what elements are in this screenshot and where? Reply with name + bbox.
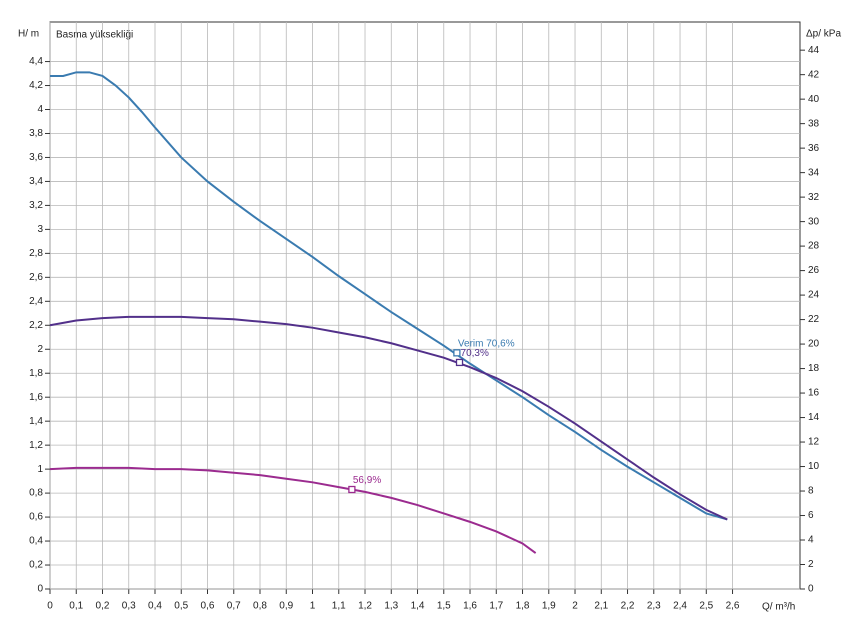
y2-tick-label: 12 <box>808 437 820 448</box>
duty-point <box>348 485 356 494</box>
y-tick-label: 1,6 <box>29 392 43 403</box>
x-tick-label: 2 <box>572 601 578 612</box>
x-tick-label: 1,8 <box>516 601 530 612</box>
x-tick-label: 0,9 <box>279 601 293 612</box>
x-tick-label: 2,6 <box>726 601 740 612</box>
y-tick-label: 4,2 <box>29 80 43 91</box>
y2-tick-label: 32 <box>808 192 820 203</box>
x-tick-label: 2,4 <box>673 601 687 612</box>
y2-tick-label: 34 <box>808 167 820 178</box>
x-tick-label: 1,6 <box>463 601 477 612</box>
y-tick-label: 4,4 <box>29 56 43 67</box>
y2-tick-label: 38 <box>808 118 820 129</box>
y-tick-label: 1,8 <box>29 368 43 379</box>
y-tick-label: 2,2 <box>29 320 43 331</box>
y-tick-label: 1 <box>37 464 43 475</box>
y2-tick-label: 44 <box>808 45 820 56</box>
y2-tick-label: 8 <box>808 486 814 497</box>
y2-tick-label: 24 <box>808 290 820 301</box>
y2-tick-label: 6 <box>808 510 814 521</box>
curve <box>50 71 728 521</box>
y2-tick-label: 10 <box>808 461 820 472</box>
y2-tick-label: 30 <box>808 216 820 227</box>
y2-tick-label: 42 <box>808 69 820 80</box>
y2-tick-label: 36 <box>808 143 820 154</box>
y2-tick-label: 18 <box>808 363 820 374</box>
x-tick-label: 1,4 <box>411 601 425 612</box>
x-tick-label: 1,3 <box>384 601 398 612</box>
y2-tick-label: 14 <box>808 412 820 423</box>
x-tick-label: 1 <box>310 601 316 612</box>
y2-tick-label: 22 <box>808 314 820 325</box>
y-tick-label: 2,6 <box>29 272 43 283</box>
x-tick-label: 0,2 <box>96 601 110 612</box>
y-tick-label: 4 <box>37 104 43 115</box>
y-tick-label: 2 <box>37 344 43 355</box>
duty-point <box>453 349 461 357</box>
y-tick-label: 2,8 <box>29 248 43 259</box>
y2-tick-label: 16 <box>808 388 820 399</box>
x-tick-label: 0,6 <box>201 601 215 612</box>
x-tick-label: 2,1 <box>594 601 608 612</box>
plot-label: Basma yüksekliği <box>56 30 133 41</box>
y-tick-label: 1,4 <box>29 416 43 427</box>
y-tick-label: 0,6 <box>29 512 43 523</box>
x-tick-label: 1,5 <box>437 601 451 612</box>
y2-tick-label: 40 <box>808 94 820 105</box>
y2-tick-label: 2 <box>808 559 814 570</box>
x-tick-label: 0,8 <box>253 601 267 612</box>
duty-point <box>455 358 464 367</box>
y-axis-label: H/ m <box>18 29 39 40</box>
curve <box>49 315 728 521</box>
point-label: 56,9% <box>353 475 381 486</box>
y-tick-label: 3,8 <box>29 128 43 139</box>
point-label: Verim 70,6% <box>458 338 515 349</box>
y-tick-label: 3,4 <box>29 176 43 187</box>
y-tick-label: 3,2 <box>29 200 43 211</box>
y2-axis-label: Δp/ kPa <box>806 29 841 40</box>
x-tick-label: 0 <box>47 601 53 612</box>
x-tick-label: 0,5 <box>174 601 188 612</box>
x-tick-label: 2,3 <box>647 601 661 612</box>
x-tick-label: 0,1 <box>69 601 83 612</box>
y-tick-label: 0,4 <box>29 536 43 547</box>
x-tick-label: 1,2 <box>358 601 372 612</box>
y-tick-label: 3,6 <box>29 152 43 163</box>
point-label: 70,3% <box>461 348 489 359</box>
x-tick-label: 2,2 <box>621 601 635 612</box>
x-tick-label: 1,7 <box>489 601 503 612</box>
x-tick-label: 1,1 <box>332 601 346 612</box>
y-tick-label: 0 <box>37 584 43 595</box>
plot-frame <box>49 21 801 590</box>
x-tick-label: 0,3 <box>122 601 136 612</box>
y2-tick-label: 20 <box>808 339 820 350</box>
x-axis-label: Q/ m³/h <box>762 602 795 613</box>
y-tick-label: 0,2 <box>29 560 43 571</box>
y-tick-label: 0,8 <box>29 488 43 499</box>
x-tick-label: 2,5 <box>699 601 713 612</box>
y-tick-label: 1,2 <box>29 440 43 451</box>
y-tick-label: 3 <box>37 224 43 235</box>
x-tick-label: 0,7 <box>227 601 241 612</box>
y2-tick-label: 26 <box>808 265 820 276</box>
x-tick-label: 1,9 <box>542 601 556 612</box>
curve <box>49 466 537 554</box>
y-tick-label: 2,4 <box>29 296 43 307</box>
y2-tick-label: 28 <box>808 241 820 252</box>
y2-tick-label: 4 <box>808 535 814 546</box>
x-tick-label: 0,4 <box>148 601 162 612</box>
y2-tick-label: 0 <box>808 584 814 595</box>
